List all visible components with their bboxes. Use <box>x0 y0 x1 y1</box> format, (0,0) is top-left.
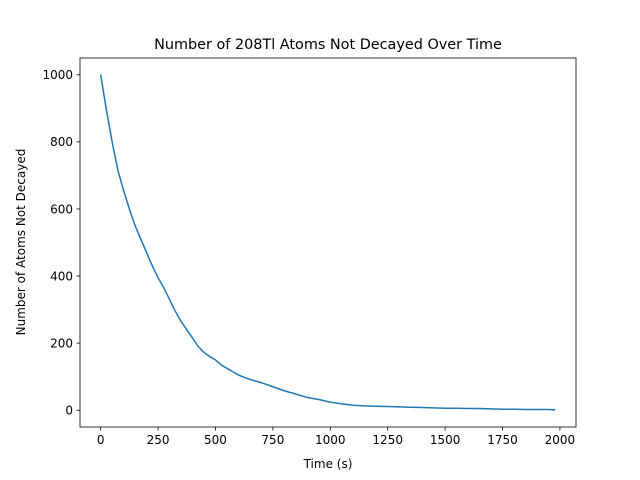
y-axis: 0 200 400 600 800 1000 <box>42 68 80 418</box>
x-tick-label: 1000 <box>315 433 346 447</box>
x-tick-label: 750 <box>261 433 284 447</box>
x-tick-label: 0 <box>97 433 105 447</box>
y-tick-label: 0 <box>65 404 73 418</box>
series-line-0 <box>99 74 556 411</box>
x-tick-label: 500 <box>204 433 227 447</box>
chart-title: Number of 208Tl Atoms Not Decayed Over T… <box>154 37 502 53</box>
plot-area <box>99 74 556 411</box>
x-tick-label: 1750 <box>487 433 518 447</box>
y-tick-label: 400 <box>50 269 73 283</box>
y-tick-label: 800 <box>50 135 73 149</box>
x-tick-label: 2000 <box>545 433 576 447</box>
x-tick-label: 1500 <box>430 433 461 447</box>
axes-frame <box>79 57 577 428</box>
x-axis: 0 250 500 750 1000 1250 1500 1750 2000 <box>97 427 575 447</box>
y-tick-label: 600 <box>50 202 73 216</box>
x-tick-label: 250 <box>147 433 170 447</box>
y-axis-label: Number of Atoms Not Decayed <box>14 149 28 336</box>
x-axis-label: Time (s) <box>303 457 353 471</box>
y-tick-label: 200 <box>50 336 73 350</box>
x-tick-label: 1250 <box>372 433 403 447</box>
y-tick-label: 1000 <box>42 68 73 82</box>
